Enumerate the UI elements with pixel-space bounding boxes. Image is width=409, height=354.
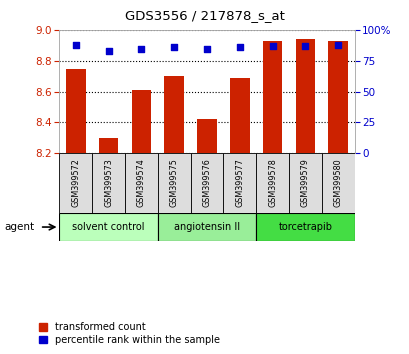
Bar	[164, 76, 184, 153]
Text: GSM399577: GSM399577	[235, 158, 244, 207]
Bar	[59, 153, 92, 213]
Bar	[157, 213, 256, 241]
Bar	[197, 119, 216, 153]
Bar	[256, 213, 354, 241]
Bar	[190, 153, 223, 213]
Point	[301, 43, 308, 49]
Point	[236, 45, 243, 50]
Point	[334, 42, 341, 48]
Text: GSM399572: GSM399572	[71, 158, 80, 207]
Bar	[125, 153, 157, 213]
Bar	[131, 90, 151, 153]
Bar	[66, 69, 85, 153]
Bar	[288, 153, 321, 213]
Text: GSM399580: GSM399580	[333, 158, 342, 207]
Legend: transformed count, percentile rank within the sample: transformed count, percentile rank withi…	[38, 321, 220, 346]
Point	[72, 42, 79, 48]
Text: GSM399574: GSM399574	[137, 158, 146, 207]
Text: solvent control: solvent control	[72, 222, 144, 232]
Bar	[321, 153, 354, 213]
Text: GSM399573: GSM399573	[104, 158, 113, 207]
Bar	[157, 153, 190, 213]
Bar	[256, 153, 288, 213]
Text: torcetrapib: torcetrapib	[278, 222, 332, 232]
Bar	[92, 153, 125, 213]
Bar	[59, 213, 157, 241]
Point	[105, 48, 112, 54]
Text: GDS3556 / 217878_s_at: GDS3556 / 217878_s_at	[125, 9, 284, 22]
Bar	[229, 78, 249, 153]
Point	[171, 45, 177, 50]
Text: agent: agent	[4, 222, 34, 232]
Point	[138, 46, 144, 51]
Bar	[99, 138, 118, 153]
Point	[269, 43, 275, 49]
Bar	[295, 39, 315, 153]
Text: GSM399579: GSM399579	[300, 158, 309, 207]
Text: angiotensin II: angiotensin II	[173, 222, 240, 232]
Point	[203, 46, 210, 51]
Text: GSM399578: GSM399578	[267, 158, 276, 207]
Text: GSM399575: GSM399575	[169, 158, 178, 207]
Text: GSM399576: GSM399576	[202, 158, 211, 207]
Bar	[262, 41, 282, 153]
Bar	[328, 41, 347, 153]
Bar	[223, 153, 256, 213]
